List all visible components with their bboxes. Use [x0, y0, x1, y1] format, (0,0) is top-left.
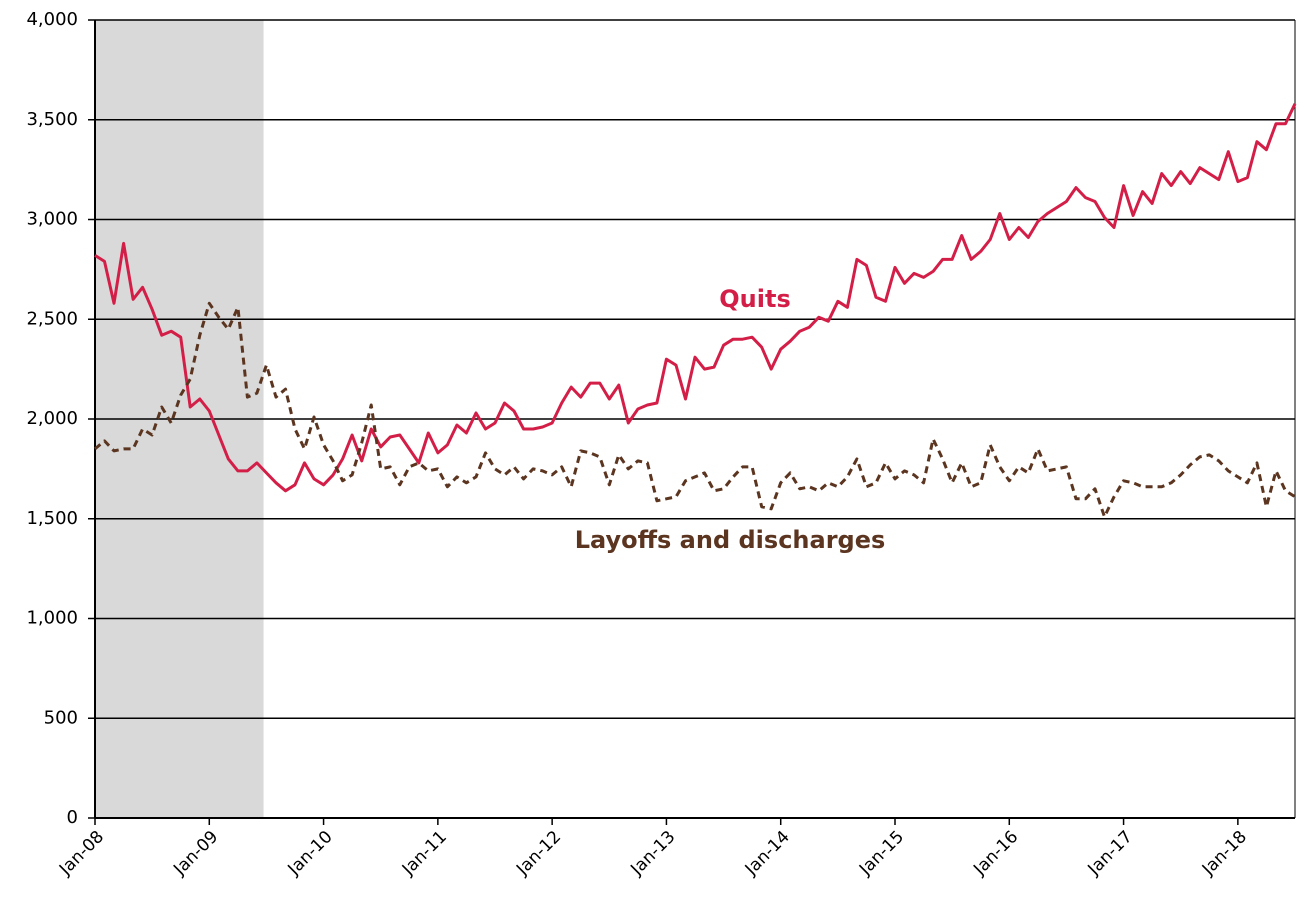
- y-tick-label: 500: [44, 707, 78, 728]
- y-tick-label: 2,500: [26, 308, 78, 329]
- x-tick-label: Jan-08: [55, 827, 108, 880]
- series-label: Quits: [719, 285, 790, 313]
- y-tick-label: 4,000: [26, 9, 78, 30]
- x-tick-label: Jan-14: [741, 827, 794, 880]
- line-series: [94, 103, 1297, 493]
- x-tick-label: Jan-15: [855, 827, 908, 880]
- y-tick-label: 3,500: [26, 109, 78, 130]
- x-tick-label: Jan-10: [284, 827, 337, 880]
- x-tick-label: Jan-16: [969, 827, 1022, 880]
- y-tick-label: 1,500: [26, 508, 78, 529]
- y-tick-label: 0: [67, 807, 78, 828]
- series-label: Layoffs and discharges: [575, 526, 886, 554]
- line-series: [94, 301, 1296, 519]
- x-tick-label: Jan-12: [512, 827, 565, 880]
- x-tick-label: Jan-09: [169, 827, 222, 880]
- x-tick-label: Jan-17: [1084, 827, 1137, 880]
- y-tick-label: 3,000: [26, 209, 78, 230]
- x-tick-label: Jan-13: [626, 827, 679, 880]
- x-tick-label: Jan-11: [398, 827, 451, 880]
- x-tick-label: Jan-18: [1198, 827, 1251, 880]
- y-tick-label: 2,000: [26, 408, 78, 429]
- y-tick-label: 1,000: [26, 608, 78, 629]
